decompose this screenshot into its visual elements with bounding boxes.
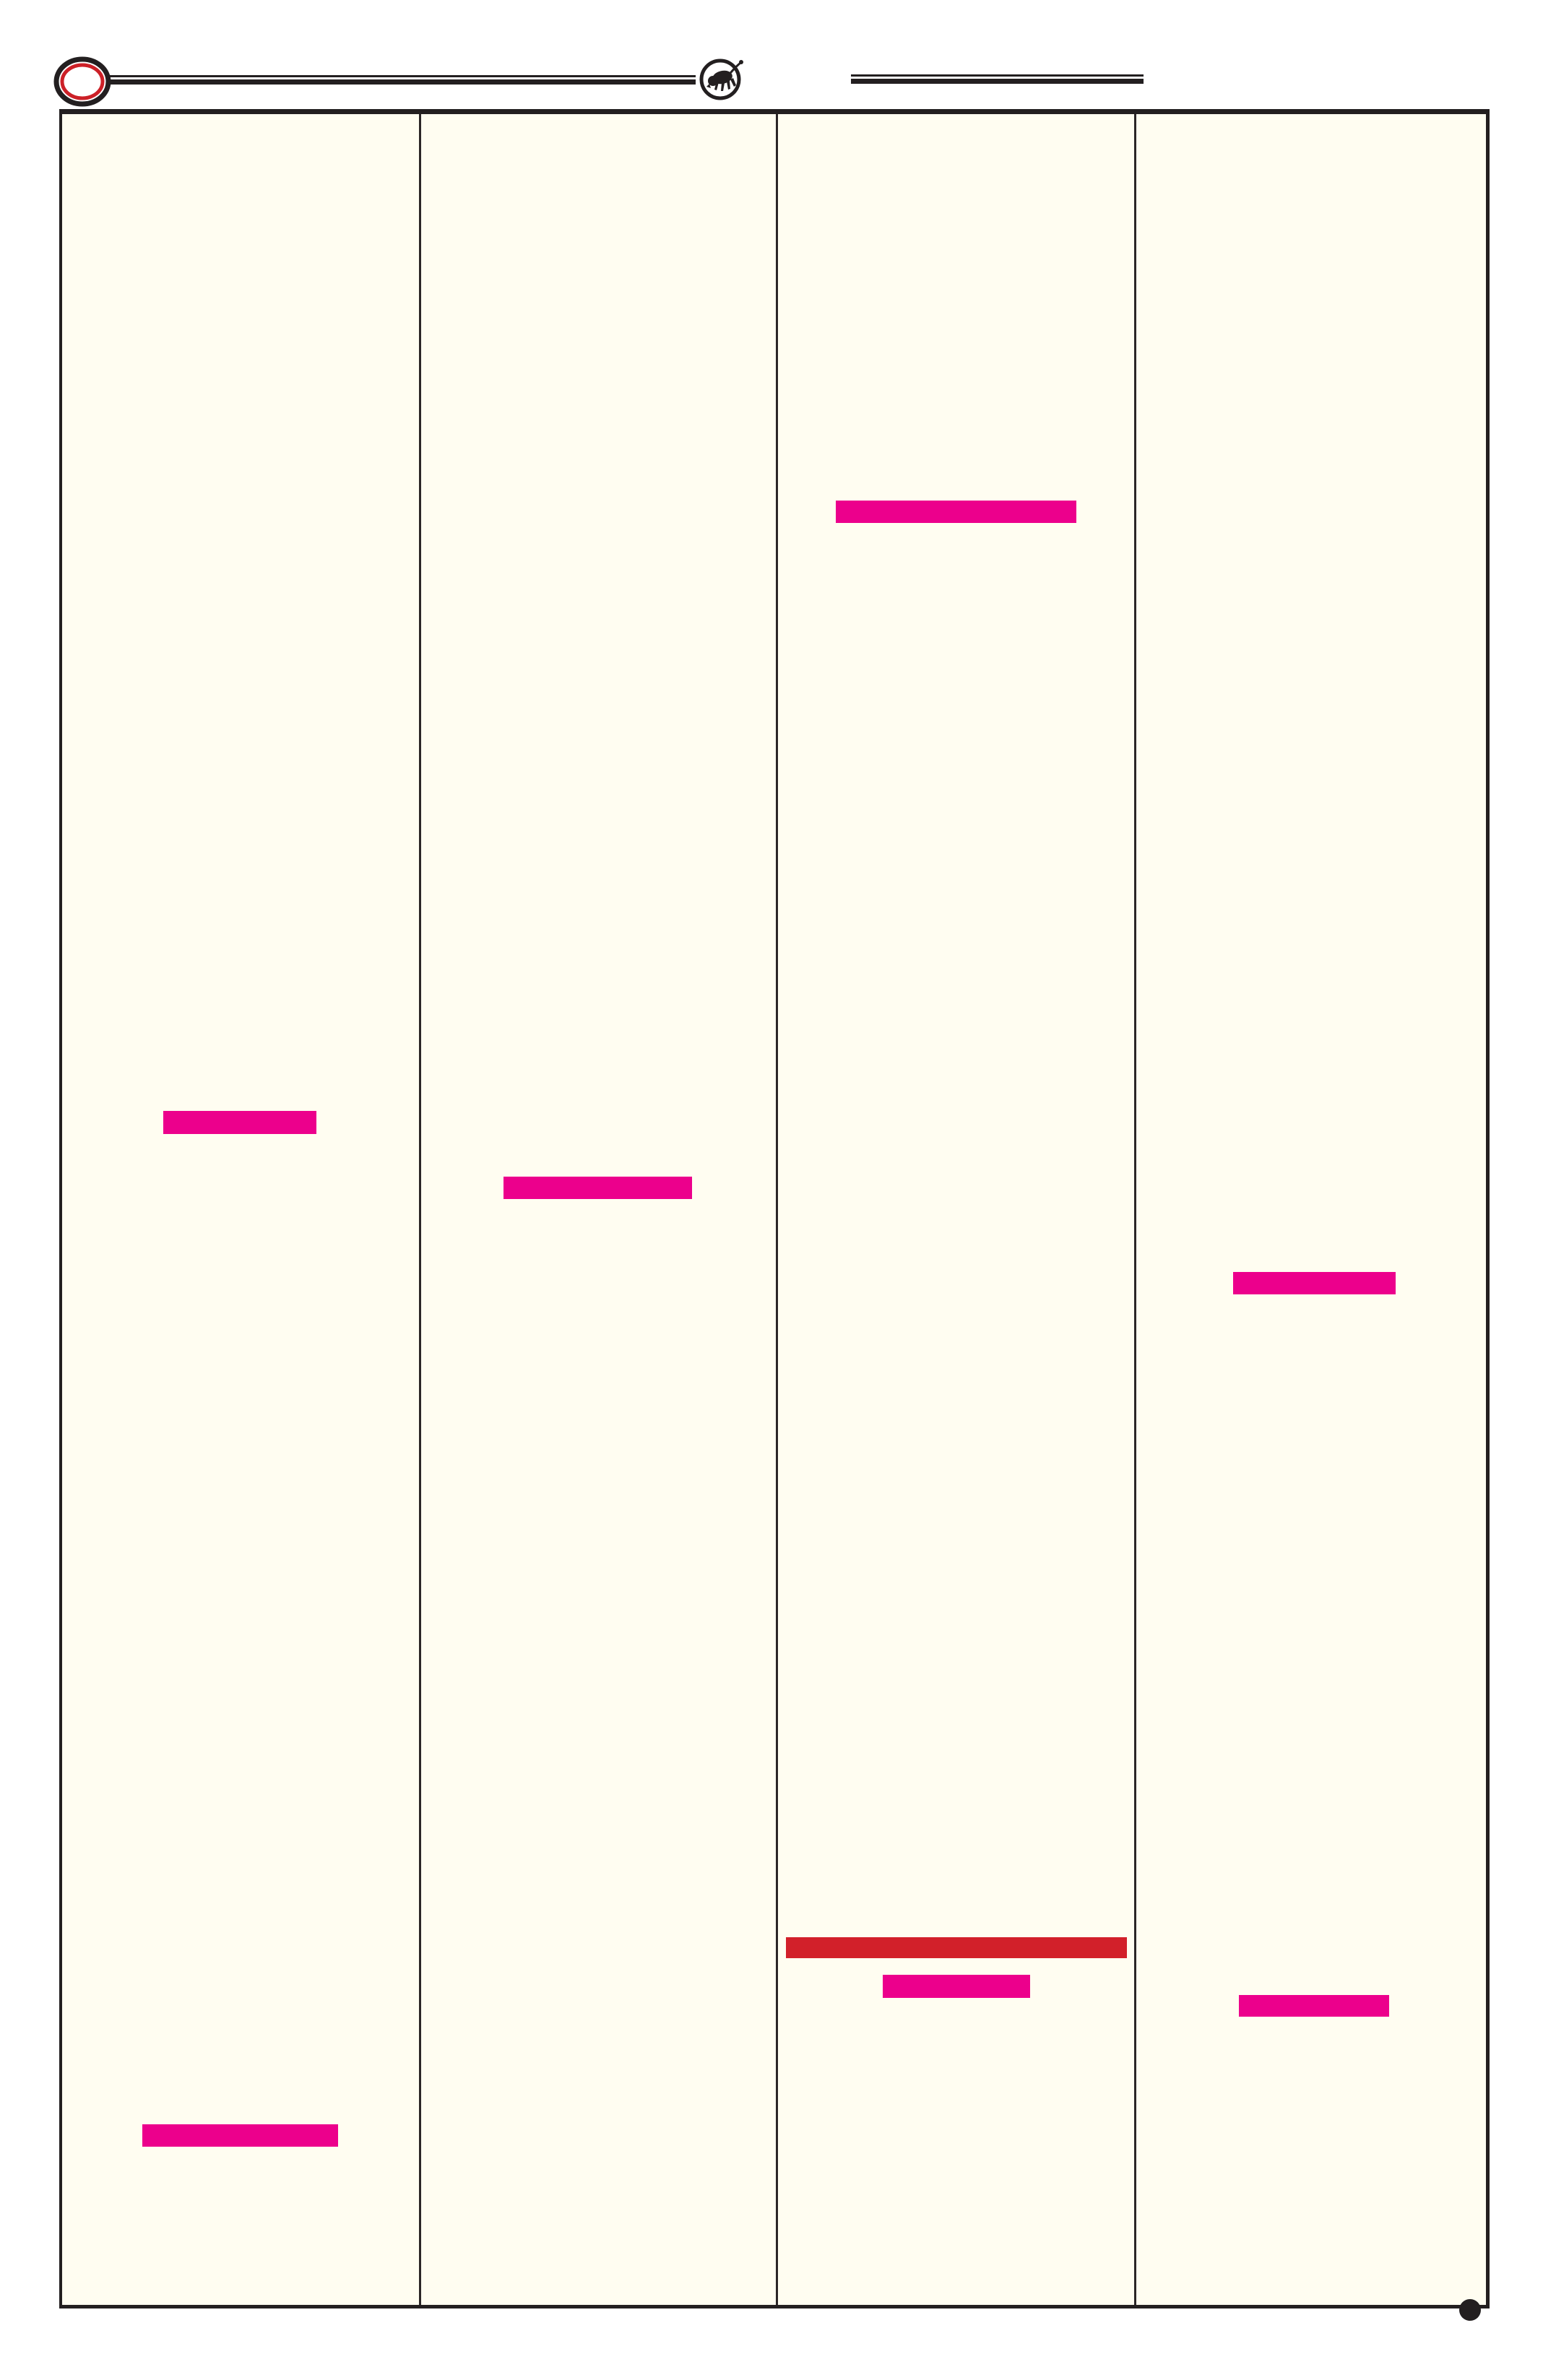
highlight-bar-col3-top [836,501,1076,523]
column-divider-2 [776,114,778,2305]
highlight-bar-col3-red [786,1937,1127,1958]
highlight-bar-col1-middle [163,1111,316,1134]
header-ornaments [53,56,1144,107]
highlight-bar-col3-lower [883,1975,1030,1998]
ring-icon [53,56,111,107]
header-rule-right [851,74,1144,84]
highlight-bar-col4-middle [1233,1272,1396,1294]
column-divider-3 [1134,114,1136,2305]
four-column-table [59,109,1490,2308]
highlight-bar-col1-bottom [142,2124,338,2147]
bull-emblem-icon [699,59,743,100]
highlight-bar-col2-middle [503,1177,692,1199]
column-divider-1 [419,114,421,2305]
header-rule-left [108,75,696,85]
highlight-bar-col4-lower [1239,1995,1389,2017]
page-end-dot [1459,2299,1481,2321]
